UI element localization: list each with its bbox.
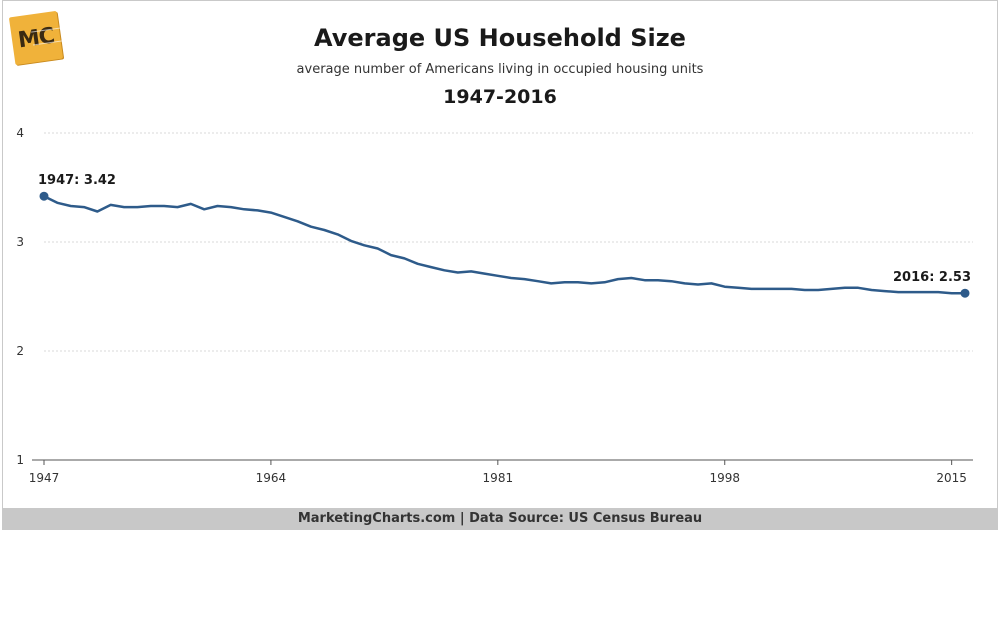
x-tick-label-1981: 1981: [483, 471, 514, 485]
y-tick-label-2: 2: [16, 344, 24, 358]
endpoint-marker-1947: [39, 191, 49, 201]
data-label-1947: 1947: 3.42: [38, 173, 116, 188]
annotations: 1947: 3.42 2016: 2.53: [38, 173, 971, 298]
chart-subtitle: average number of Americans living in oc…: [296, 62, 704, 77]
x-tick-label-1964: 1964: [256, 471, 287, 485]
footer-source: MarketingCharts.com | Data Source: US Ce…: [2, 508, 998, 530]
series-line: [42, 194, 967, 295]
line-chart: 1 2 3 4 1947 1964 1981 1998 2015 1947: 3.42 2016:…: [16, 126, 973, 485]
series-household-size: [42, 194, 967, 295]
chart-period: 1947-2016: [443, 86, 557, 108]
y-tick-label-3: 3: [16, 235, 24, 249]
chart-frame: [2, 0, 998, 530]
y-tick-label-4: 4: [16, 126, 24, 140]
data-label-2016: 2016: 2.53: [893, 270, 971, 285]
y-tick-label-1: 1: [16, 453, 24, 467]
axes: 1 2 3 4 1947 1964 1981 1998 2015: [16, 126, 973, 485]
x-tick-label-1998: 1998: [709, 471, 740, 485]
endpoint-marker-2016: [960, 288, 970, 298]
chart-title: Average US Household Size: [314, 24, 686, 52]
grid-lines: [44, 132, 973, 352]
x-tick-label-2015: 2015: [936, 471, 967, 485]
x-tick-label-1947: 1947: [29, 471, 60, 485]
